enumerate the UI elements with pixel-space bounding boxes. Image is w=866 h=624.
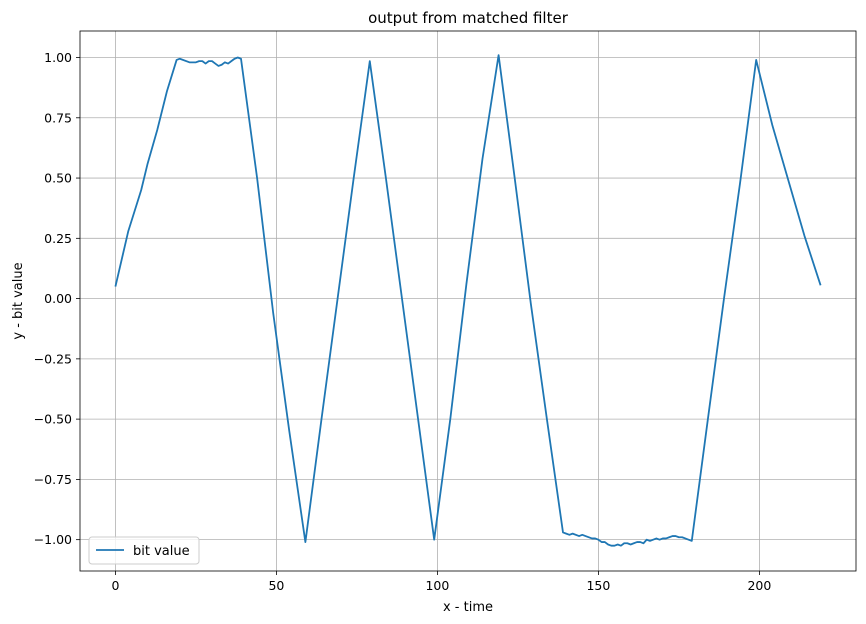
- legend-label: bit value: [133, 544, 190, 559]
- y-tick-label: −0.25: [34, 351, 72, 366]
- x-tick-label: 200: [747, 578, 771, 593]
- x-tick-label: 150: [586, 578, 610, 593]
- y-tick-label: −0.50: [34, 412, 72, 427]
- x-axis-title: x - time: [443, 600, 493, 615]
- plot-frame: [79, 30, 857, 572]
- x-tick-label: 0: [111, 578, 119, 593]
- series-line-bit-value: [114, 54, 822, 547]
- y-axis-title: y - bit value: [11, 262, 26, 339]
- legend: bit value: [88, 536, 200, 565]
- series-layer: [114, 54, 822, 547]
- grid-layer: [80, 31, 856, 571]
- y-tick-label: −0.75: [34, 472, 72, 487]
- x-tick-label: 100: [425, 578, 449, 593]
- tick-layer: 0 50 100 150 200 −1.00 −0.75 −0.50 −0.25 0.00 0.25…: [34, 50, 772, 593]
- x-tick-label: 50: [268, 578, 284, 593]
- y-tick-label: 0.00: [44, 291, 72, 306]
- y-tick-label: 0.50: [44, 171, 72, 186]
- chart-title: output from matched filter: [368, 9, 569, 27]
- y-tick-label: 1.00: [44, 50, 72, 65]
- y-tick-label: 0.25: [44, 231, 72, 246]
- y-tick-label: 0.75: [44, 110, 72, 125]
- y-tick-label: −1.00: [34, 532, 72, 547]
- legend-box: [88, 536, 200, 565]
